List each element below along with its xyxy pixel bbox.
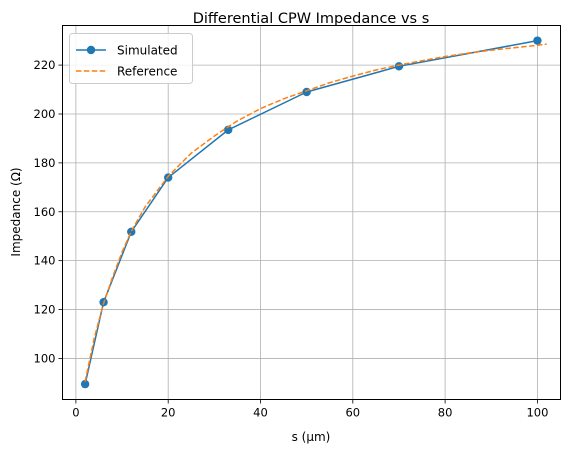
x-axis-label: s (μm) (292, 430, 331, 444)
data-point (533, 36, 542, 45)
legend-label: Simulated (117, 44, 178, 58)
legend-label: Reference (117, 65, 177, 79)
y-tick-label: 100 (34, 351, 56, 365)
x-axis: 0 20 40 60 80 100 (72, 399, 548, 420)
y-axis: 100 120 140 160 180 200 220 (34, 58, 63, 365)
legend: Simulated Reference (69, 33, 193, 84)
y-axis-label: Impedance (Ω) (9, 167, 23, 256)
x-tick-label: 40 (253, 406, 268, 420)
data-point (127, 227, 136, 237)
x-tick-label: 0 (72, 406, 79, 420)
chart-title: Differential CPW Impedance vs s (193, 11, 430, 27)
data-point (80, 379, 90, 389)
plot-frame (62, 25, 561, 400)
x-tick-label: 100 (526, 406, 548, 420)
legend-marker (86, 45, 96, 55)
series-group (80, 36, 547, 389)
y-tick-label: 200 (34, 107, 56, 121)
x-tick-label: 20 (161, 406, 176, 420)
x-tick-label: 80 (438, 406, 453, 420)
series-line-reference (84, 43, 547, 382)
grid (62, 25, 561, 400)
y-tick-label: 180 (34, 156, 56, 170)
y-tick-label: 120 (34, 303, 56, 317)
data-point (223, 125, 233, 135)
series-line-simulated (84, 39, 538, 385)
y-tick-label: 160 (34, 205, 56, 219)
data-point (394, 62, 404, 71)
y-tick-label: 140 (34, 254, 56, 268)
y-tick-label: 220 (34, 58, 56, 72)
x-tick-label: 60 (345, 406, 360, 420)
